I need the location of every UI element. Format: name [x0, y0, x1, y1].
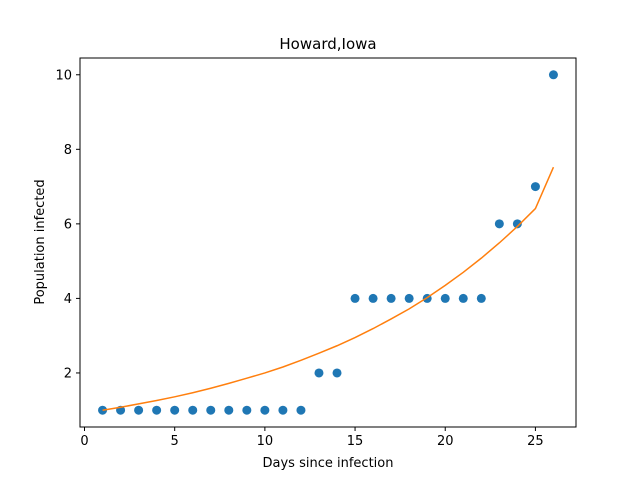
- x-tick-label: 0: [80, 434, 88, 449]
- fit-line: [102, 166, 555, 411]
- y-tick-label: 8: [64, 143, 72, 158]
- data-point: [242, 405, 252, 415]
- x-axis-label: Days since infection: [263, 456, 394, 471]
- chart-title: Howard,Iowa: [279, 35, 376, 53]
- plot-area: [98, 70, 558, 415]
- data-point: [548, 70, 558, 80]
- data-point: [314, 368, 324, 378]
- data-point: [512, 219, 522, 229]
- data-point: [458, 293, 468, 303]
- data-point: [494, 219, 504, 229]
- data-point: [440, 293, 450, 303]
- data-point: [170, 405, 180, 415]
- x-tick-label: 25: [527, 434, 544, 449]
- data-point: [368, 293, 378, 303]
- y-tick-label: 10: [55, 68, 72, 83]
- y-tick-label: 2: [64, 366, 72, 381]
- data-point: [278, 405, 288, 415]
- x-tick-label: 5: [171, 434, 179, 449]
- data-point: [332, 368, 342, 378]
- data-point: [206, 405, 216, 415]
- data-point: [188, 405, 198, 415]
- x-tick-label: 15: [347, 434, 364, 449]
- data-point: [224, 405, 234, 415]
- y-axis-label: Population infected: [33, 179, 48, 304]
- data-point: [350, 293, 360, 303]
- data-point: [476, 293, 486, 303]
- data-point: [404, 293, 414, 303]
- data-point: [296, 405, 306, 415]
- data-point: [386, 293, 396, 303]
- data-point: [134, 405, 144, 415]
- x-axis: 0 5 10 15 20 25: [80, 427, 544, 449]
- data-point: [530, 182, 540, 192]
- plot-frame: [79, 57, 577, 428]
- y-tick-label: 6: [64, 217, 72, 232]
- y-tick-label: 4: [64, 292, 72, 307]
- x-tick-label: 10: [257, 434, 274, 449]
- data-point: [152, 405, 162, 415]
- data-point: [260, 405, 270, 415]
- x-tick-label: 20: [437, 434, 454, 449]
- y-axis: 2 4 6 8 10: [55, 68, 80, 381]
